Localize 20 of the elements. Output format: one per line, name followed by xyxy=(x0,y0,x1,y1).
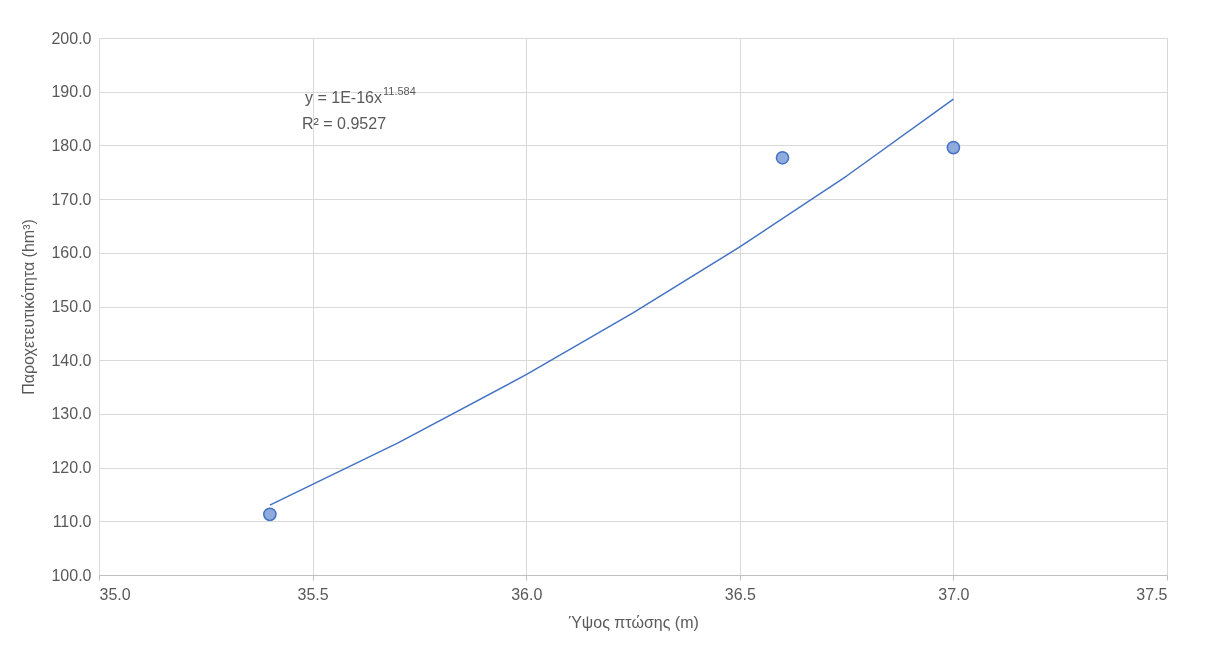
x-tick-label: 37.5 xyxy=(1136,585,1168,603)
y-tick-label: 180.0 xyxy=(51,136,92,154)
y-tick-label: 120.0 xyxy=(51,459,92,477)
y-tick-label: 170.0 xyxy=(51,190,92,208)
y-tick-label: 190.0 xyxy=(51,83,92,101)
y-tick-label: 150.0 xyxy=(51,298,92,315)
y-tick-label: 130.0 xyxy=(51,405,92,423)
x-tick-label: 37.0 xyxy=(938,585,970,603)
y-tick-label: 200.0 xyxy=(51,29,92,47)
annotation: R² = 0.9527 xyxy=(301,115,387,132)
y-tick-label: 160.0 xyxy=(51,244,92,262)
y-tick-label: 100.0 xyxy=(51,566,92,584)
x-axis-title: Ύψος πτώσης (m) xyxy=(568,613,699,631)
y-axis-title: Παροχετευτικότητα (hm³) xyxy=(20,219,38,395)
x-tick-label: 35.0 xyxy=(99,585,131,603)
y-tick-label: 110.0 xyxy=(52,512,92,530)
x-tick-label: 35.5 xyxy=(297,585,329,603)
x-tick-label: 36.5 xyxy=(724,585,756,603)
y-tick-label: 140.0 xyxy=(51,351,92,369)
x-tick-label: 36.0 xyxy=(511,585,543,603)
